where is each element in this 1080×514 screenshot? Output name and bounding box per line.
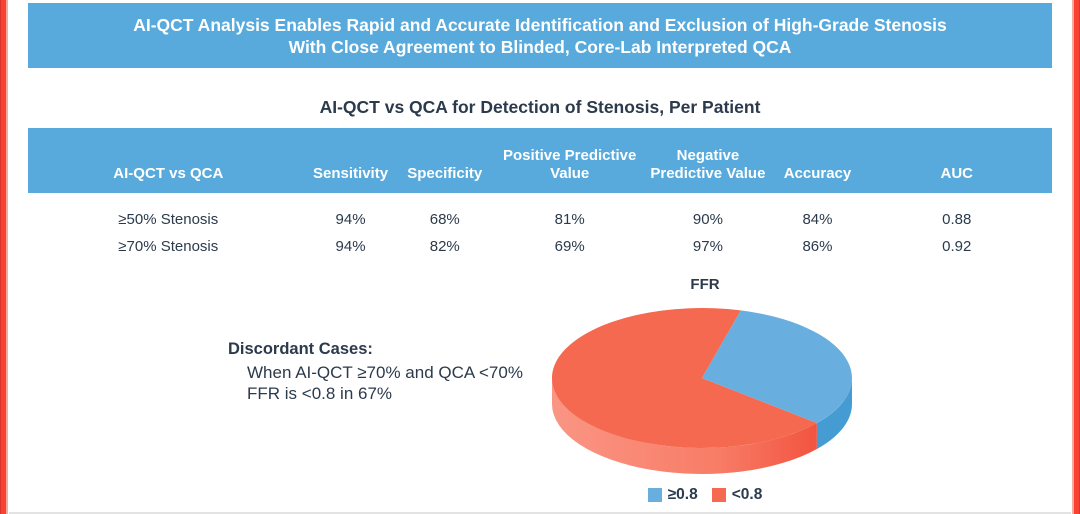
auc-value: 0.92 (942, 238, 972, 255)
discordant-line2: FFR is <0.8 in 67% (247, 383, 393, 403)
legend-item-lt08: <0.8 (711, 486, 763, 504)
stats-table: AI-QCT vs QCA Sensitivity Specificity Po… (28, 128, 1052, 260)
col-header-accuracy: Accuracy (773, 128, 862, 193)
row-label: ≥50% Stenosis (118, 211, 219, 228)
pie-slice-ge08 (702, 310, 852, 423)
col-header-ppv: Positive Predictive Value (496, 128, 643, 193)
sensitivity-value: 94% (335, 211, 366, 228)
table-title: AI-QCT vs QCA for Detection of Stenosis,… (319, 97, 761, 117)
banner-title-line2: With Close Agreement to Blinded, Core-La… (288, 36, 792, 57)
specificity-value: 82% (429, 238, 460, 255)
figure-title-banner: AI-QCT Analysis Enables Rapid and Accura… (28, 3, 1052, 68)
ppv-value: 69% (554, 238, 585, 255)
discordant-cases-note: Discordant Cases: When AI-QCT ≥70% and Q… (228, 339, 523, 404)
auc-value: 0.88 (942, 211, 972, 228)
pie-rim-ge08 (816, 378, 852, 449)
pie-legend: ≥0.8 <0.8 (535, 486, 875, 504)
table-row: ≥50% Stenosis 94% 68% 81% 90% 84% 0.88 (28, 193, 1052, 233)
legend-item-ge08: ≥0.8 (647, 486, 698, 504)
pie-rim-lt08 (552, 378, 817, 475)
discordant-heading: Discordant Cases: (228, 340, 373, 358)
npv-value: 97% (692, 238, 723, 255)
pie-chart-title: FFR (690, 276, 720, 293)
row-label: ≥70% Stenosis (118, 238, 219, 255)
accuracy-value: 86% (802, 238, 833, 255)
legend-swatch-lt08 (711, 488, 726, 502)
sensitivity-value: 94% (335, 238, 366, 255)
table-row: ≥70% Stenosis 94% 82% 69% 97% 86% 0.92 (28, 233, 1052, 260)
accuracy-value: 84% (802, 211, 833, 228)
pie-slice-lt08 (551, 308, 817, 449)
col-header-auc: AUC (861, 128, 1052, 193)
legend-label-lt08: <0.8 (731, 486, 763, 503)
figure-border-left (0, 0, 9, 514)
figure-border-right (1071, 0, 1080, 514)
specificity-value: 68% (429, 211, 460, 228)
ffr-pie-chart (551, 308, 852, 475)
figure-border-bottom (9, 512, 1071, 514)
discordant-line1: When AI-QCT ≥70% and QCA <70% (247, 363, 523, 382)
col-header-sensitivity: Sensitivity (308, 128, 393, 193)
banner-title-line1: AI-QCT Analysis Enables Rapid and Accura… (133, 14, 947, 35)
col-header-npv: Negative Predictive Value (642, 128, 774, 193)
table-header-row: AI-QCT vs QCA Sensitivity Specificity Po… (28, 128, 1052, 193)
legend-swatch-ge08 (647, 488, 662, 502)
npv-value: 90% (692, 211, 723, 228)
ppv-value: 81% (554, 211, 585, 228)
col-header-comparison: AI-QCT vs QCA (28, 128, 309, 193)
legend-label-ge08: ≥0.8 (667, 486, 698, 503)
col-header-specificity: Specificity (392, 128, 497, 193)
